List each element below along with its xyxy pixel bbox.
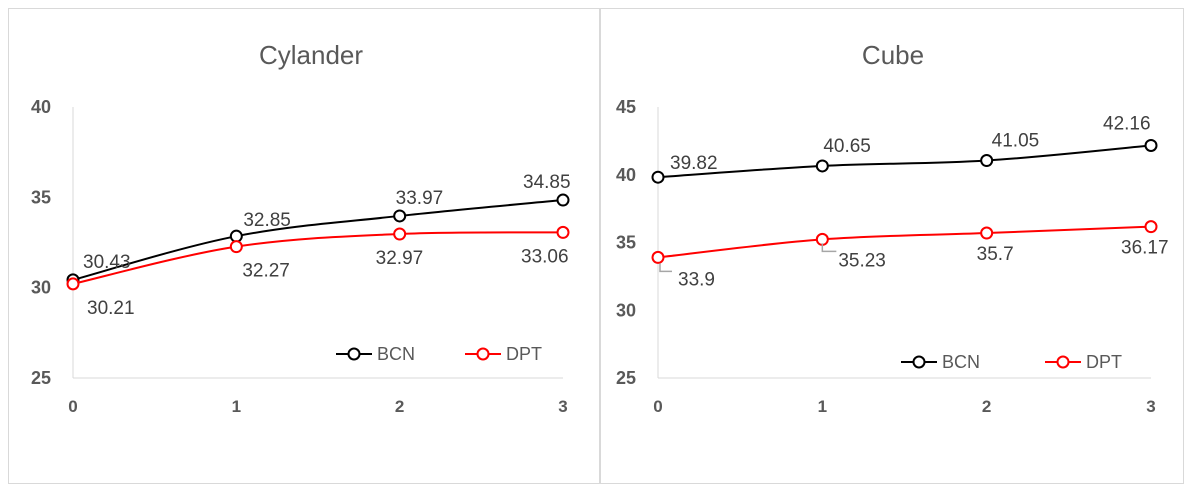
- data-point-dpt: [556, 225, 570, 239]
- label-leader-line: [659, 263, 672, 273]
- legend-marker-bcn: [912, 355, 926, 369]
- data-label-bcn: 32.85: [243, 210, 291, 231]
- chart-panel-cylander: Cylander 25 30 35 40 0 1 2 3 30.43 32.85 33.97 34.85…: [8, 8, 600, 484]
- data-label-dpt: 32.27: [242, 261, 290, 282]
- y-tick-label: 25: [31, 368, 51, 388]
- x-tick-label: 3: [1146, 397, 1155, 416]
- legend-label-dpt: DPT: [506, 344, 542, 364]
- legend-marker-bcn: [347, 347, 361, 361]
- x-tick-label: 2: [395, 397, 404, 416]
- series-line-bcn: [72, 199, 564, 281]
- data-point-dpt: [229, 240, 243, 254]
- data-point-bcn: [556, 193, 570, 207]
- data-label-dpt: 36.17: [1121, 238, 1169, 259]
- y-tick-label: 40: [616, 165, 636, 185]
- chart-title: Cube: [862, 40, 924, 70]
- chart-svg-cube: Cube 25 30 35 40 45 0 1 2 3 39.82 40.65 41.05 42.16 33…: [616, 40, 1169, 416]
- x-tick-label: 1: [232, 397, 241, 416]
- data-label-dpt: 35.23: [838, 250, 886, 271]
- data-label-bcn: 39.82: [670, 153, 718, 174]
- y-tick-label: 45: [616, 97, 636, 117]
- y-tick-label: 25: [616, 368, 636, 388]
- label-leader-line: [821, 243, 837, 253]
- data-label-bcn: 30.43: [83, 252, 131, 273]
- data-point-bcn: [815, 159, 829, 173]
- data-point-bcn: [980, 154, 994, 168]
- data-point-dpt: [1144, 220, 1158, 234]
- data-point-bcn: [651, 170, 665, 184]
- series-line-bcn: [657, 144, 1152, 179]
- data-point-bcn: [393, 209, 407, 223]
- legend-label-dpt: DPT: [1086, 352, 1122, 372]
- data-label-dpt: 30.21: [87, 298, 135, 319]
- data-label-dpt: 33.9: [678, 269, 715, 290]
- data-point-dpt: [815, 232, 829, 246]
- y-tick-label: 30: [616, 300, 636, 320]
- x-tick-label: 1: [818, 397, 827, 416]
- legend-marker-dpt: [476, 347, 490, 361]
- y-tick-label: 35: [31, 187, 51, 207]
- data-point-dpt: [393, 227, 407, 241]
- y-tick-label: 30: [31, 278, 51, 298]
- data-point-dpt: [66, 277, 80, 291]
- data-point-dpt: [651, 250, 665, 264]
- legend-marker-dpt: [1056, 355, 1070, 369]
- data-label-bcn: 34.85: [523, 172, 571, 193]
- chart-title: Cylander: [259, 40, 363, 70]
- data-label-dpt: 35.7: [977, 244, 1014, 265]
- y-tick-label: 35: [616, 233, 636, 253]
- chart-svg-cylander: Cylander 25 30 35 40 0 1 2 3 30.43 32.85 33.97 34.85…: [31, 40, 571, 416]
- legend-label-bcn: BCN: [377, 344, 415, 364]
- data-label-dpt: 33.06: [521, 246, 569, 267]
- data-label-bcn: 40.65: [823, 136, 871, 157]
- data-label-bcn: 42.16: [1103, 113, 1151, 134]
- data-point-dpt: [980, 226, 994, 240]
- chart-panel-cube: Cube 25 30 35 40 45 0 1 2 3 39.82 40.65 41.05 42.16 33…: [599, 8, 1184, 484]
- data-label-dpt: 32.97: [376, 248, 424, 269]
- x-tick-label: 0: [68, 397, 77, 416]
- series-line-dpt: [657, 225, 1152, 259]
- data-label-bcn: 33.97: [396, 188, 444, 209]
- series-line-dpt: [72, 231, 564, 285]
- data-point-bcn: [229, 229, 243, 243]
- legend-label-bcn: BCN: [942, 352, 980, 372]
- x-tick-label: 0: [653, 397, 662, 416]
- data-label-bcn: 41.05: [992, 131, 1040, 152]
- x-tick-label: 3: [558, 397, 567, 416]
- x-tick-label: 2: [982, 397, 991, 416]
- y-tick-label: 40: [31, 97, 51, 117]
- data-point-bcn: [1144, 138, 1158, 152]
